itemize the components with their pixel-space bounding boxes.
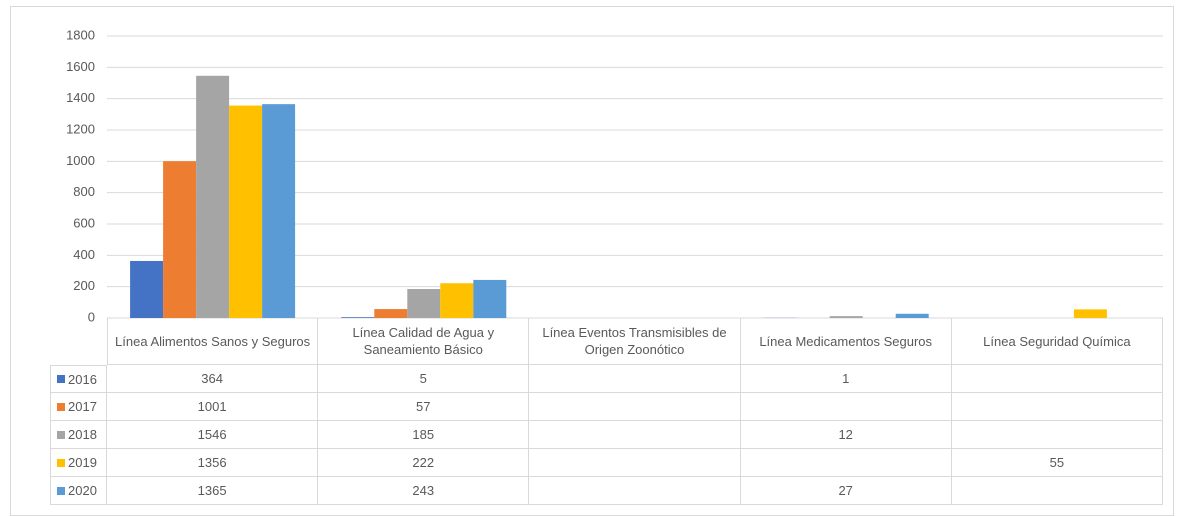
bar [196, 76, 229, 318]
legend-swatch [57, 375, 65, 383]
table-value [529, 393, 740, 421]
legend-swatch [57, 431, 65, 439]
table-value: 12 [741, 421, 952, 449]
table-value: 185 [318, 421, 529, 449]
legend-cell: 2019 [50, 449, 107, 477]
table-value: 27 [741, 477, 952, 505]
table-value [952, 393, 1163, 421]
table-value: 222 [318, 449, 529, 477]
bar [440, 283, 473, 318]
y-tick-label: 1800 [66, 27, 95, 42]
table-value: 57 [318, 393, 529, 421]
legend-swatch [57, 403, 65, 411]
table-value [741, 449, 952, 477]
table-value: 1546 [107, 421, 318, 449]
table-value [529, 449, 740, 477]
legend-cell: 2020 [50, 477, 107, 505]
y-tick-label: 800 [73, 184, 95, 199]
category-header: Línea Alimentos Sanos y Seguros [107, 318, 318, 365]
table-value: 1001 [107, 393, 318, 421]
legend-label: 2017 [68, 398, 97, 415]
bar [229, 106, 262, 318]
table-value [741, 393, 952, 421]
table-value [952, 365, 1163, 393]
bar [163, 161, 196, 318]
legend-cell: 2017 [50, 393, 107, 421]
table-value: 1365 [107, 477, 318, 505]
y-tick-label: 400 [73, 247, 95, 262]
legend-label: 2018 [68, 426, 97, 443]
y-tick-label: 200 [73, 278, 95, 293]
legend-cell: 2018 [50, 421, 107, 449]
table-value [529, 421, 740, 449]
table-value: 364 [107, 365, 318, 393]
table-value [529, 365, 740, 393]
category-header: Línea Medicamentos Seguros [741, 318, 952, 365]
table-value: 5 [318, 365, 529, 393]
table-value [529, 477, 740, 505]
table-value: 1356 [107, 449, 318, 477]
bar [374, 309, 407, 318]
table-value: 243 [318, 477, 529, 505]
table-value: 55 [952, 449, 1163, 477]
y-tick-label: 1600 [66, 59, 95, 74]
legend-cell: 2016 [50, 365, 107, 393]
table-value [952, 421, 1163, 449]
legend-swatch [57, 487, 65, 495]
category-header: Línea Seguridad Química [952, 318, 1163, 365]
legend-label: 2019 [68, 454, 97, 471]
bar [262, 104, 295, 318]
bar [1074, 309, 1107, 318]
bar [473, 280, 506, 318]
legend-label: 2016 [68, 371, 97, 388]
legend-label: 2020 [68, 482, 97, 499]
y-tick-label: 0 [88, 309, 95, 324]
table-value: 1 [741, 365, 952, 393]
bar [407, 289, 440, 318]
legend-swatch [57, 459, 65, 467]
category-header: Línea Calidad de Agua y Saneamiento Bási… [318, 318, 529, 365]
y-tick-label: 600 [73, 215, 95, 230]
y-tick-label: 1200 [66, 121, 95, 136]
table-value [952, 477, 1163, 505]
category-header: Línea Eventos Transmisibles de Origen Zo… [529, 318, 740, 365]
y-tick-label: 1400 [66, 90, 95, 105]
bar [130, 261, 163, 318]
y-tick-label: 1000 [66, 153, 95, 168]
